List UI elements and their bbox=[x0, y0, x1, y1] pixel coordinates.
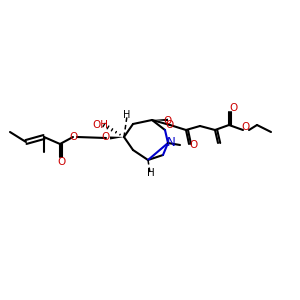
Text: O: O bbox=[189, 140, 197, 150]
Polygon shape bbox=[152, 119, 168, 121]
Text: O: O bbox=[164, 116, 172, 126]
Text: N: N bbox=[167, 136, 176, 149]
Text: H: H bbox=[147, 168, 155, 178]
Text: O: O bbox=[57, 157, 65, 167]
Text: O: O bbox=[165, 120, 173, 130]
Text: O: O bbox=[242, 122, 250, 132]
Text: O: O bbox=[70, 132, 78, 142]
Polygon shape bbox=[110, 136, 124, 140]
Text: OH: OH bbox=[92, 120, 108, 130]
Text: O: O bbox=[229, 103, 237, 113]
Text: H: H bbox=[123, 110, 131, 120]
Text: O: O bbox=[102, 132, 110, 142]
